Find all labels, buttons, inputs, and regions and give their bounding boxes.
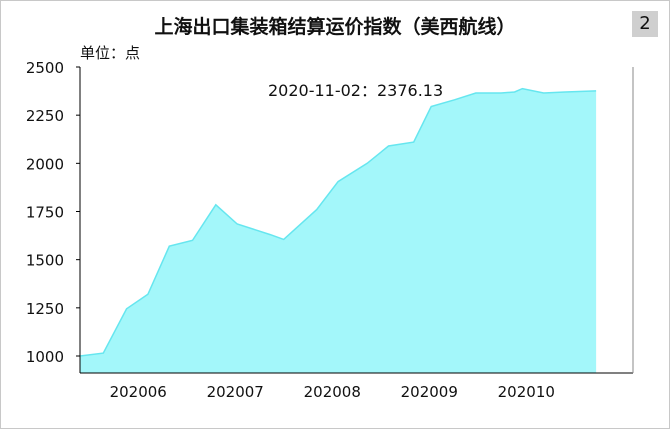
y-tick-label: 1000 xyxy=(26,348,64,366)
x-tick-label: 202007 xyxy=(207,383,264,401)
y-tick-label: 2000 xyxy=(26,155,64,173)
y-tick-label: 1500 xyxy=(26,252,64,270)
chart-number-badge: 2 xyxy=(632,11,658,37)
series-line xyxy=(79,87,597,357)
y-tick-label: 1250 xyxy=(26,300,64,318)
unit-label: 单位：点 xyxy=(80,44,141,62)
x-tick-label: 202006 xyxy=(110,383,167,401)
x-tick-label: 202009 xyxy=(401,383,458,401)
y-tick-label: 2500 xyxy=(26,59,64,77)
x-tick-label: 202008 xyxy=(304,383,361,401)
latest-value-annotation: 2020-11-02：2376.13 xyxy=(268,81,443,100)
chart-title: 上海出口集装箱结算运价指数（美西航线） xyxy=(154,16,516,38)
x-tick-label: 202010 xyxy=(498,383,555,401)
y-tick-label: 1750 xyxy=(26,204,64,222)
series-area xyxy=(80,88,597,373)
y-tick-label: 2250 xyxy=(26,107,64,125)
